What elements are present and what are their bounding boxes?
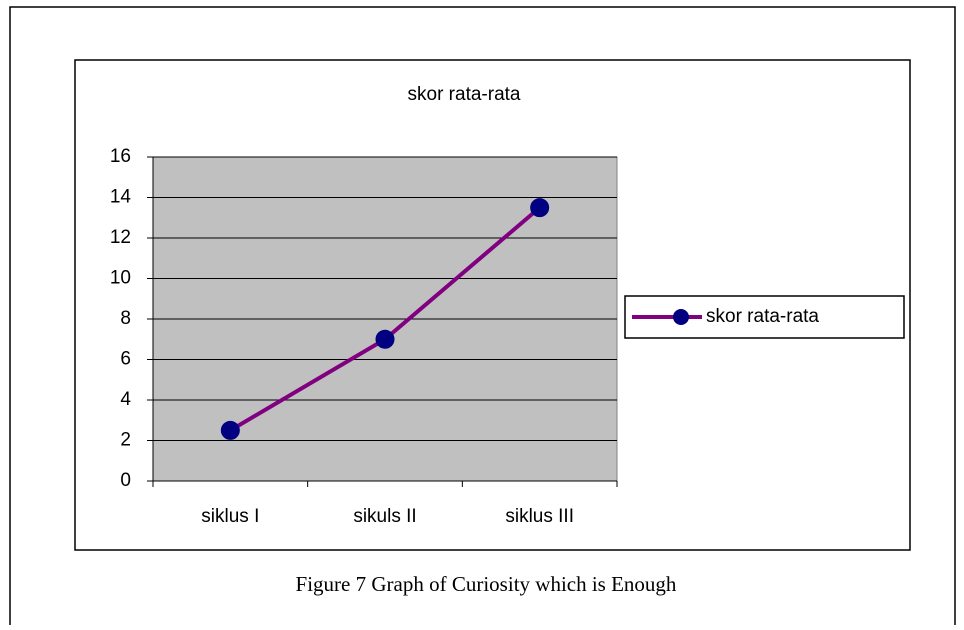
chart-title: skor rata-rata	[408, 84, 521, 105]
y-tick-label: 12	[110, 227, 131, 248]
x-tick-label: sikuls II	[353, 506, 416, 527]
x-tick-label: siklus III	[505, 506, 574, 527]
data-point	[220, 420, 240, 440]
legend-label: skor rata-rata	[706, 306, 819, 327]
legend-box	[624, 295, 905, 339]
y-tick-label: 10	[110, 268, 131, 289]
y-tick-label: 6	[120, 349, 131, 370]
data-point	[530, 198, 550, 218]
x-tick-label: siklus I	[201, 506, 259, 527]
y-tick-label: 4	[120, 389, 131, 410]
y-tick-label: 2	[120, 430, 131, 451]
legend-marker	[673, 309, 689, 325]
page-border	[9, 6, 956, 625]
y-tick-label: 14	[110, 187, 132, 208]
y-tick-label: 16	[110, 146, 131, 167]
data-point	[375, 329, 395, 349]
y-tick-label: 8	[120, 308, 131, 329]
y-tick-label: 0	[120, 470, 131, 491]
caption: Figure 7 Graph of Curiosity which is Eno…	[296, 572, 677, 596]
